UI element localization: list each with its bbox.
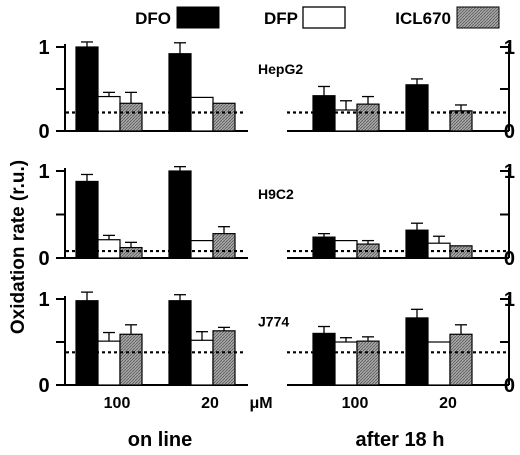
bar-icl670-after-0 — [356, 340, 380, 386]
bar-dfo-online-1 — [168, 300, 192, 386]
bar-dfo-online-1 — [168, 53, 192, 132]
panel-h9c2: H9C2 0 0 1 1 — [38, 161, 515, 270]
unit-label: μM — [249, 395, 272, 412]
tick-label-online-100: 100 — [104, 395, 131, 412]
left-y-tick-label: 1 — [38, 289, 49, 311]
legend-label-dfp: DFP — [264, 9, 298, 28]
group-label-online: on line — [128, 429, 192, 451]
panel-j774: J774 0 0 1 1 — [38, 289, 515, 397]
bar-dfp-online-0 — [97, 239, 121, 259]
bar-dfo-online-0 — [75, 46, 99, 132]
legend-swatch-icl670 — [456, 6, 500, 29]
bar-dfp-online-0 — [97, 95, 121, 132]
bar-dfp-after-0 — [334, 341, 358, 386]
panel-hepg2: HepG2 0 0 1 1 — [38, 37, 515, 143]
bar-dfp-after-1 — [427, 341, 451, 386]
bar-icl670-online-0 — [119, 333, 143, 386]
right-y-tick-label: 0 — [504, 248, 515, 270]
bar-dfo-after-0 — [312, 236, 336, 259]
bar-icl670-online-0 — [119, 246, 143, 259]
left-y-tick-label: 0 — [38, 375, 49, 397]
panel-label: H9C2 — [258, 186, 294, 202]
bar-icl670-online-1 — [212, 330, 236, 386]
legend-label-icl670: ICL670 — [395, 9, 451, 28]
tick-label-online-20: 20 — [201, 395, 219, 412]
bar-icl670-after-0 — [356, 103, 380, 132]
left-y-tick-label: 0 — [38, 121, 49, 143]
x-labels: 100 20 μM 100 20 on line after 18 h — [104, 395, 457, 451]
bar-dfo-online-0 — [75, 300, 99, 386]
legend: DFO DFP ICL670 — [135, 6, 500, 29]
y-axis-label: Oxidation rate (r.u.) — [8, 160, 29, 334]
panels: HepG2 0 0 1 1 H9C2 0 0 1 1 J774 0 0 1 1 — [38, 37, 515, 397]
left-y-tick-label: 1 — [38, 161, 49, 183]
right-y-tick-label: 0 — [504, 121, 515, 143]
bar-dfo-after-0 — [312, 332, 336, 386]
legend-label-dfo: DFO — [135, 9, 171, 28]
tick-label-after-100: 100 — [342, 395, 369, 412]
right-y-tick-label: 1 — [504, 37, 515, 59]
bar-dfo-after-1 — [405, 84, 429, 132]
bar-dfp-online-0 — [97, 340, 121, 386]
bar-icl670-online-1 — [212, 233, 236, 259]
legend-swatch-dfp — [302, 6, 346, 29]
group-label-after: after 18 h — [356, 429, 445, 451]
bar-icl670-after-1 — [449, 333, 473, 386]
bar-dfp-online-1 — [190, 240, 214, 259]
bar-dfp-online-1 — [190, 96, 214, 132]
bar-icl670-online-0 — [119, 102, 143, 132]
legend-swatch-dfo — [176, 6, 220, 29]
bar-icl670-online-1 — [212, 102, 236, 132]
right-y-tick-label: 0 — [504, 375, 515, 397]
left-y-tick-label: 0 — [38, 248, 49, 270]
bar-dfp-online-1 — [190, 339, 214, 386]
bar-dfo-online-0 — [75, 180, 99, 259]
bar-dfo-online-1 — [168, 170, 192, 259]
bar-dfo-after-1 — [405, 229, 429, 259]
bar-icl670-after-1 — [449, 110, 473, 132]
right-y-tick-label: 1 — [504, 161, 515, 183]
bar-dfp-after-0 — [334, 240, 358, 259]
panel-label: J774 — [258, 314, 289, 330]
left-y-tick-label: 1 — [38, 37, 49, 59]
tick-label-after-20: 20 — [439, 395, 457, 412]
right-y-tick-label: 1 — [504, 289, 515, 311]
panel-label: HepG2 — [258, 61, 303, 77]
